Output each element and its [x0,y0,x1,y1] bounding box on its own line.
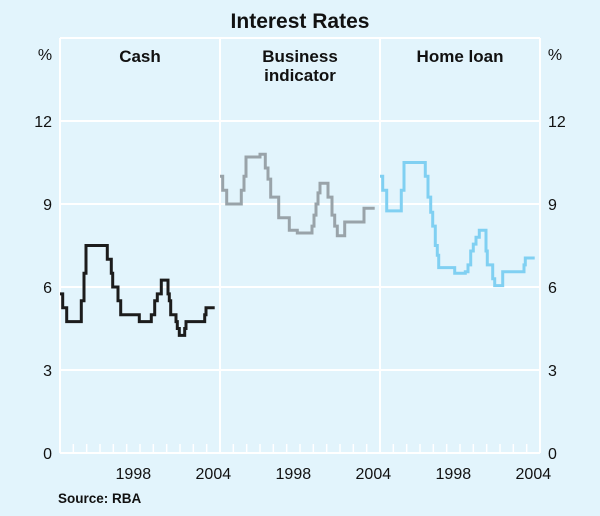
tick-labels: 0 0 3 3 6 6 9 9 12 12 1998 2004 1998 2004 1998 2004 [34,114,566,483]
x-tick-label: 1998 [276,466,312,483]
y-tick-label-left: 12 [34,114,52,131]
y-tick-label-left: 0 [43,446,52,463]
panel-title: Cash [119,47,161,66]
y-tick-label-left: 3 [43,363,52,380]
series-line-home-loan [380,161,535,288]
panel-title: indicator [264,66,336,85]
y-axis-unit-left: % [38,47,52,64]
y-tick-label-right: 12 [548,114,566,131]
x-tick-label: 1998 [436,466,472,483]
panel-title: Home loan [417,47,504,66]
panel-title: Business [262,47,338,66]
x-tick-label: 2004 [356,466,392,483]
gridlines [59,37,541,454]
y-tick-label-right: 0 [548,446,557,463]
y-tick-label-right: 6 [548,280,557,297]
series-line-cash [60,244,215,337]
chart-title: Interest Rates [231,10,370,33]
y-tick-label-left: 6 [43,280,52,297]
x-tick-label: 1998 [116,466,152,483]
x-tick-label: 2004 [196,466,232,483]
y-axis-unit-right: % [548,47,562,64]
series-line-business-indicator [220,152,375,238]
x-tick-label: 2004 [516,466,552,483]
y-tick-label-right: 9 [548,197,557,214]
source-note: Source: RBA [58,491,142,506]
y-tick-label-left: 9 [43,197,52,214]
y-tick-label-right: 3 [548,363,557,380]
series-lines [60,152,535,337]
